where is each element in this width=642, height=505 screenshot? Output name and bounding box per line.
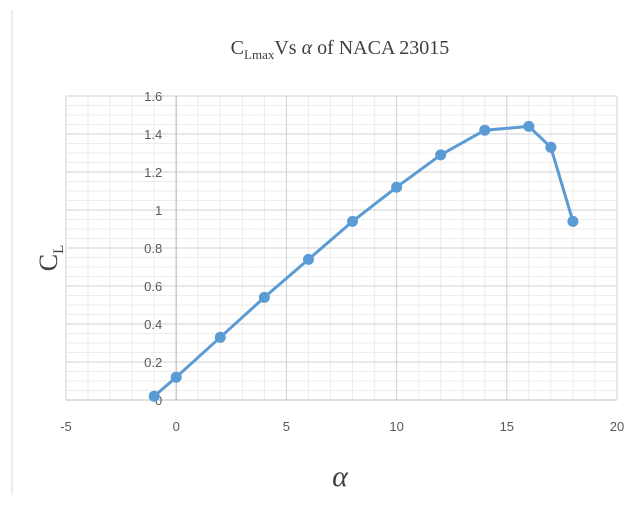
y-tick-label: 0	[155, 393, 162, 408]
x-tick-label: 10	[389, 419, 403, 434]
data-point	[545, 141, 557, 153]
y-tick-label: 0.6	[144, 279, 162, 294]
data-point	[302, 253, 314, 265]
y-tick-label: 0.8	[144, 241, 162, 256]
grid	[65, 95, 618, 401]
data-point	[523, 120, 535, 132]
series-line	[153, 124, 575, 398]
x-axis-title: α	[332, 460, 349, 493]
y-axis-title: CL	[34, 245, 67, 272]
data-point	[214, 331, 226, 343]
data-point	[258, 291, 270, 303]
data-point	[435, 149, 447, 161]
x-tick-label: 0	[173, 419, 180, 434]
series	[148, 120, 579, 402]
data-point	[148, 390, 160, 402]
y-tick-label: 1.6	[144, 89, 162, 104]
y-tick-label: 1.4	[144, 127, 162, 142]
data-point	[479, 124, 491, 136]
data-point	[170, 371, 182, 383]
y-tick-label: 1.2	[144, 165, 162, 180]
tick-labels: -5 0 5 10 15 20 0 0.2 0.4 0.6 0.8 1 1.2 1.4 1.6	[60, 89, 624, 434]
x-tick-label: 15	[500, 419, 514, 434]
x-tick-label: -5	[60, 419, 72, 434]
data-point	[567, 215, 579, 227]
y-tick-label: 1	[155, 203, 162, 218]
data-point	[347, 215, 359, 227]
data-point	[391, 181, 403, 193]
y-tick-label: 0.4	[144, 317, 162, 332]
x-tick-label: 5	[283, 419, 290, 434]
y-tick-label: 0.2	[144, 355, 162, 370]
chart-title: CLmaxVs α of NACA 23015	[231, 37, 450, 62]
x-tick-label: 20	[610, 419, 624, 434]
